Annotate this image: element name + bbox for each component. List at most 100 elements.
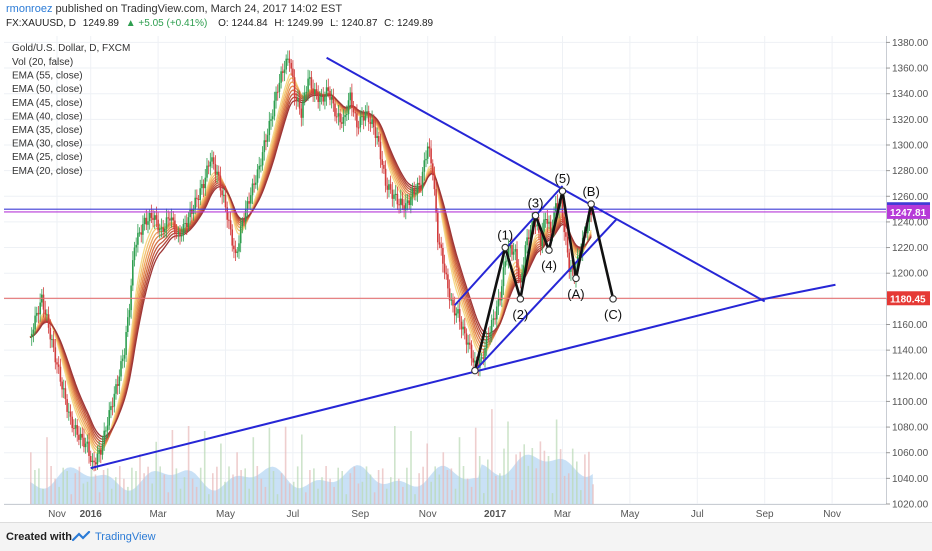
candle-body [378, 136, 380, 142]
candle-body [474, 360, 476, 363]
legend-title: Gold/U.S. Dollar, D, FXCM [12, 43, 130, 54]
candle-body [524, 245, 527, 266]
candle-body [308, 77, 311, 79]
candle-body [177, 232, 180, 235]
volume-layer [30, 409, 594, 504]
tradingview-brand[interactable]: TradingView [95, 531, 156, 543]
wave-point [609, 295, 617, 303]
candle-body [430, 148, 432, 164]
volume-bar [228, 466, 230, 504]
candle-body [155, 215, 158, 220]
candle-body [101, 443, 104, 455]
candle-body [516, 249, 518, 268]
candle-body [120, 361, 122, 377]
price-chart[interactable]: (1) (2) (3) (4) (5) (A) (B) (C) Gold/U.S. Dollar… [4, 36, 931, 522]
y-tick-label: 1040.00 [892, 474, 929, 485]
chart-area[interactable]: (1) (2) (3) (4) (5) (A) (B) (C) Gold/U.S. Dollar… [4, 36, 931, 522]
trendline [326, 56, 766, 303]
publish-text: published on TradingView.com, March 24, … [55, 3, 343, 15]
candle-body [485, 336, 488, 348]
legend-item: EMA (55, close) [12, 71, 83, 82]
candle-body [273, 100, 276, 117]
candle-body [479, 358, 481, 368]
volume-bar [115, 477, 117, 504]
candle-body [489, 333, 491, 338]
volume-bar [106, 468, 109, 504]
candle-body [531, 221, 533, 230]
volume-bar [535, 468, 538, 504]
candle-body [534, 225, 537, 227]
volume-bar [547, 456, 550, 504]
candle-body [165, 217, 168, 229]
candle-body [334, 103, 336, 117]
candle-body [160, 227, 163, 229]
candle-body [484, 347, 486, 359]
volume-bar [147, 466, 149, 504]
candle-body [408, 200, 410, 205]
candle-body [482, 357, 485, 359]
candle-body [98, 449, 100, 454]
wave-label: (4) [541, 258, 557, 273]
wave-point [558, 187, 567, 195]
wave-point [587, 200, 595, 208]
candle-body [420, 184, 422, 189]
candle-body [52, 339, 55, 348]
candle-body [325, 87, 328, 97]
volume-bar [385, 488, 388, 504]
candle-body [376, 136, 378, 138]
candle-body [426, 146, 429, 159]
candle-body [71, 416, 73, 429]
wave-label: (1) [497, 228, 513, 243]
author-link[interactable]: rmonroez [6, 3, 53, 15]
candle-body [356, 113, 358, 128]
candle-body [496, 306, 498, 320]
candle-body [315, 89, 318, 95]
candle-body [448, 288, 451, 301]
candle-body [341, 122, 343, 124]
volume-bar [349, 473, 352, 504]
candle-body [553, 212, 555, 229]
candle-body [137, 232, 139, 245]
candle-body [288, 58, 291, 63]
volume-bar [284, 426, 287, 504]
volume-bar [491, 409, 493, 504]
candle-body [411, 188, 414, 197]
candle-body [202, 184, 205, 189]
candle-body [118, 376, 121, 386]
candle-body [276, 91, 279, 93]
y-tick-label: 1360.00 [892, 64, 929, 75]
candle-body [396, 193, 399, 205]
candle-body [469, 342, 471, 345]
candle-body [388, 184, 390, 190]
candle-body [394, 193, 397, 195]
volume-bar [377, 470, 380, 504]
candle-body [260, 165, 262, 167]
volume-bar [474, 427, 477, 504]
candle-body [285, 58, 287, 70]
volume-bar [414, 494, 416, 504]
candle-body [342, 117, 345, 124]
candle-body [250, 195, 252, 204]
candle-body [187, 217, 190, 227]
candle-body [506, 260, 508, 262]
volume-bar [110, 488, 113, 504]
volume-bar [588, 451, 590, 504]
y-tick-label: 1380.00 [892, 38, 929, 49]
candle-body [302, 101, 304, 118]
x-tick-label: Mar [554, 509, 572, 520]
candle-body [406, 200, 409, 204]
wave-point [471, 366, 479, 375]
candle-body [91, 460, 94, 463]
candle-body [226, 207, 228, 220]
volume-bar [539, 441, 542, 504]
candle-body [66, 399, 68, 412]
volume-bar [511, 490, 513, 504]
candle-body [135, 244, 137, 248]
candle-body [69, 411, 72, 417]
volume-bar [42, 488, 44, 504]
candle-body [487, 336, 490, 338]
volume-bar [551, 493, 554, 504]
candle-body [221, 190, 223, 196]
candle-body [416, 182, 419, 193]
candle-body [373, 119, 375, 128]
